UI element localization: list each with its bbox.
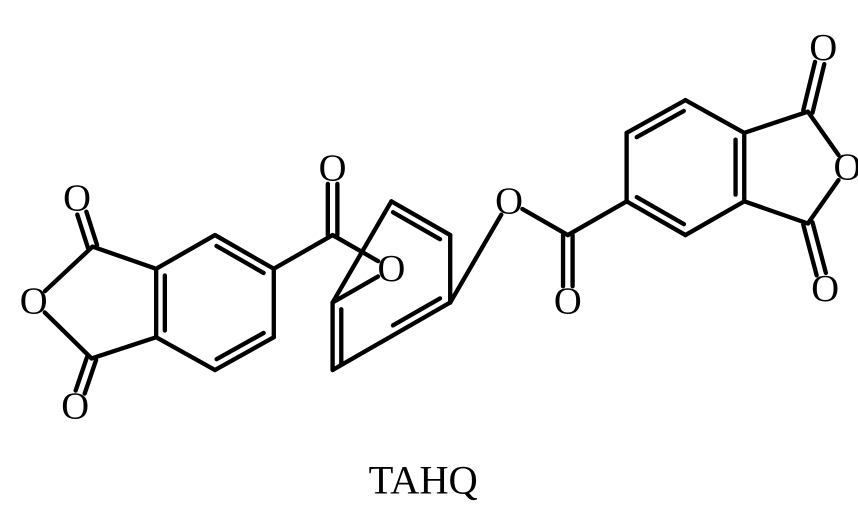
molecule-diagram: O O O O O O O O O O TAHQ [0, 0, 858, 527]
compound-label: TAHQ [369, 457, 478, 502]
oxygen-atom: O [20, 281, 48, 323]
bond [450, 215, 501, 303]
oxygen-atom: O [377, 248, 405, 290]
oxygen-atom: O [811, 268, 839, 310]
bond [45, 312, 92, 358]
oxygen-atom: O [61, 386, 89, 428]
bond [45, 247, 93, 291]
bond [156, 235, 215, 269]
oxygen-atom: O [554, 281, 582, 323]
bond [522, 209, 567, 235]
bond [568, 201, 627, 235]
oxygen-atom: O [63, 177, 91, 219]
bond [744, 201, 808, 223]
bond [685, 201, 744, 235]
bond [274, 235, 333, 269]
oxygen-atom: O [319, 148, 347, 190]
bond [156, 337, 215, 370]
bond [744, 112, 808, 133]
bond [93, 247, 157, 269]
bond [77, 215, 88, 249]
bond [685, 100, 744, 133]
oxygen-atom: O [809, 27, 837, 69]
bond [92, 337, 157, 358]
oxygen-atom: O [495, 180, 523, 222]
oxygen-atom: O [833, 147, 858, 189]
